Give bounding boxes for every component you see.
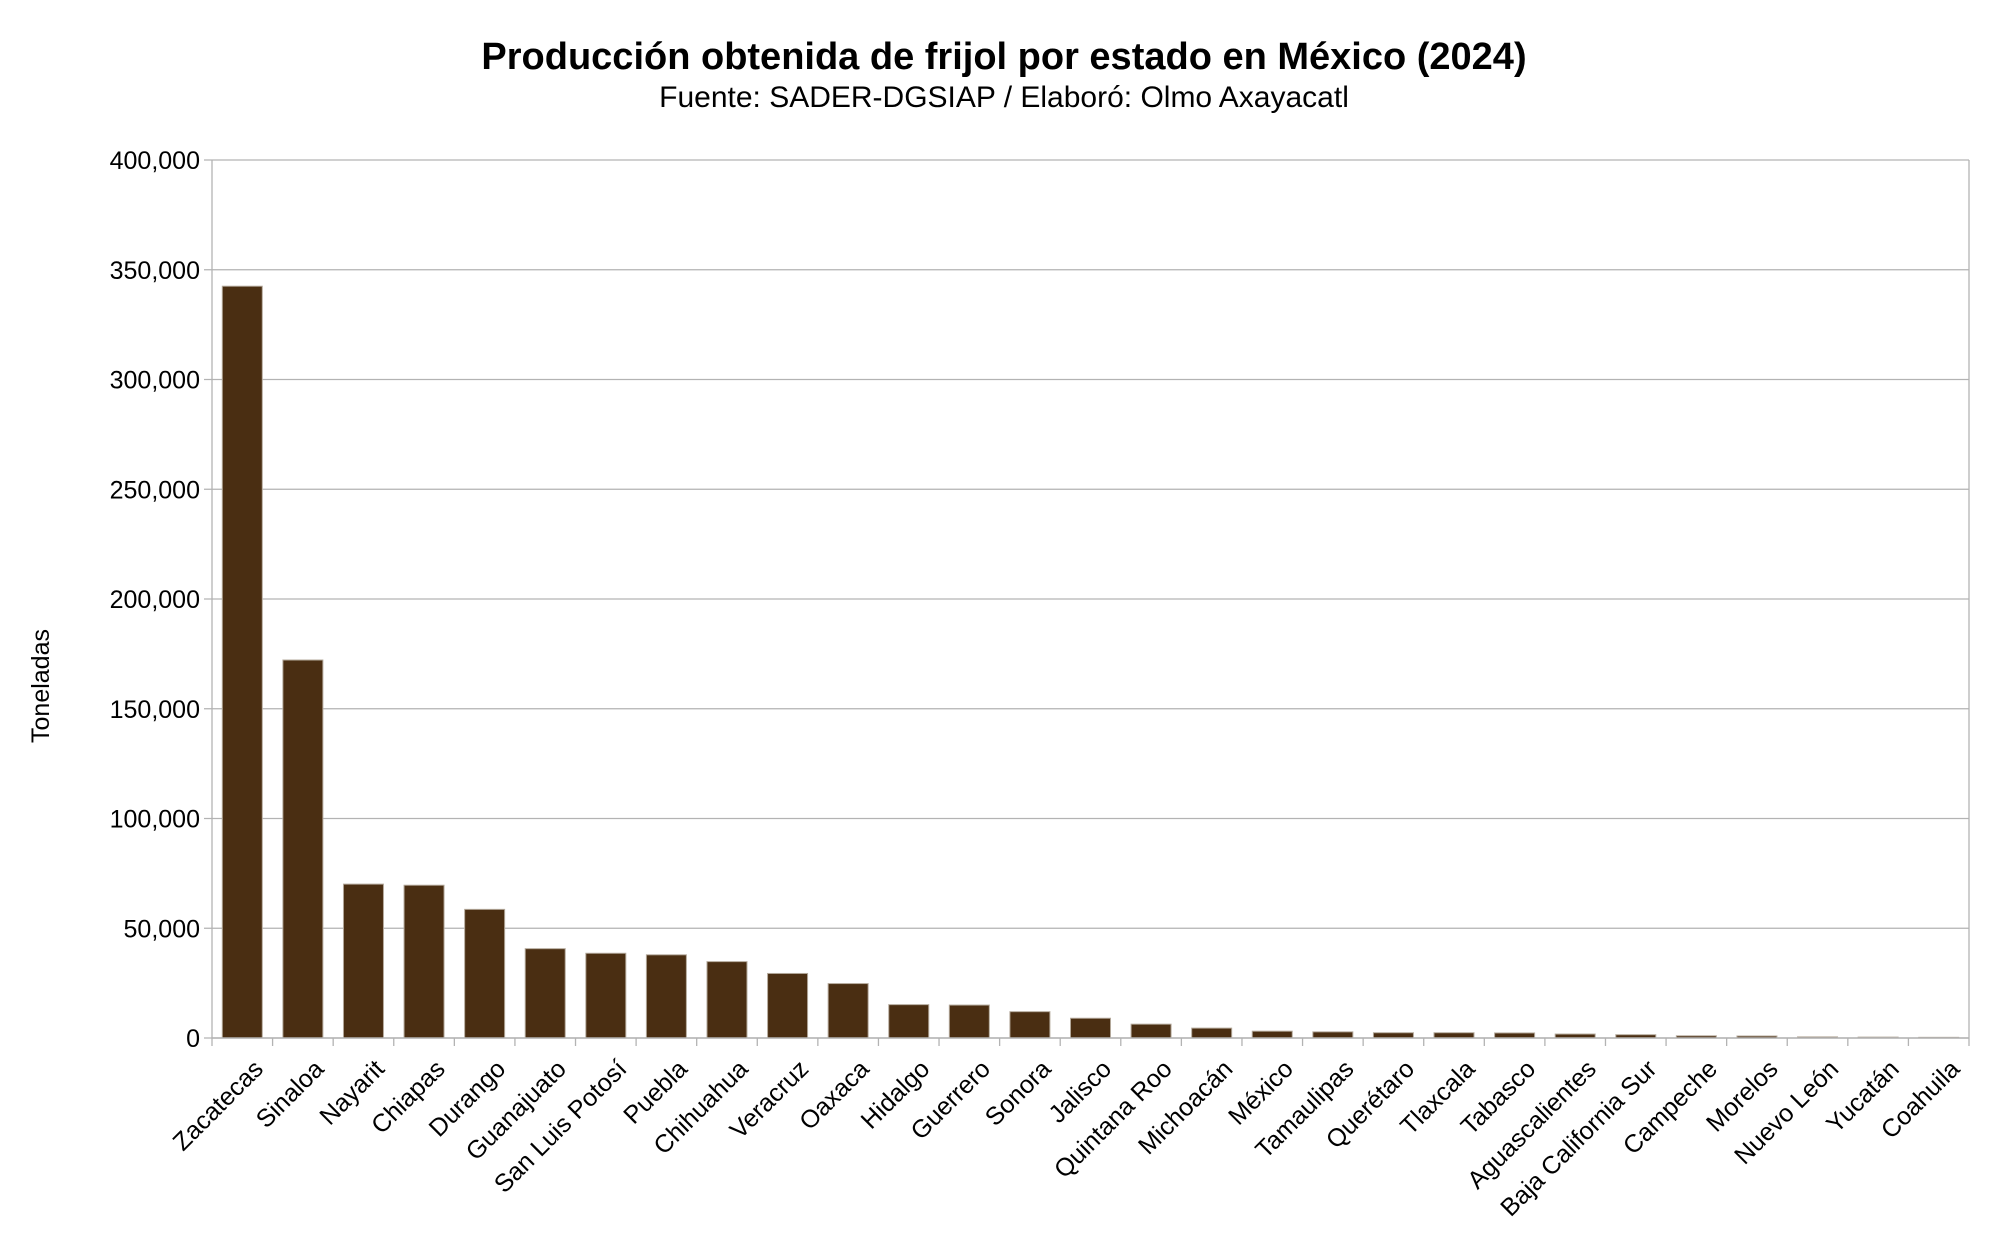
bar [1070,1017,1111,1039]
gridlines [204,159,1969,1039]
bar [645,954,687,1039]
bars [221,285,1960,1039]
bar [1130,1023,1172,1039]
y-tick-label: 250,000 [110,476,200,504]
bar [1312,1031,1354,1039]
x-tick-label: Zacatecas [168,1055,269,1156]
bar [1191,1027,1233,1039]
bar [706,961,748,1039]
y-tick-label: 50,000 [124,915,200,943]
y-tick-label: 200,000 [110,586,200,614]
y-tick-label: 150,000 [110,696,200,724]
y-tick-label: 300,000 [110,367,200,395]
bar [1372,1032,1414,1039]
y-tick-label: 350,000 [110,257,200,285]
bar [1433,1032,1475,1039]
y-tick-label: 400,000 [110,147,200,175]
bar [342,883,384,1039]
bar [827,983,869,1039]
bar [585,952,627,1039]
bar [948,1004,990,1039]
y-tick-label: 0 [186,1025,200,1053]
bar [767,972,809,1039]
y-axis-ticks: 0 50,000 100,000 150,000 200,000 250,000 300,0… [110,147,200,1053]
x-tick-label: Sinaloa [251,1055,330,1134]
bar [464,908,506,1039]
bar [1251,1030,1293,1039]
bar [282,659,324,1039]
bar [221,285,263,1039]
chart-title: Producción obtenida de frijol por estado… [481,36,1526,78]
x-axis-labels: ZacatecasSinaloaNayaritChiapasDurangoGua… [168,1055,1966,1222]
bar [403,884,445,1039]
bar [888,1004,930,1039]
y-axis-label: Toneladas [27,629,55,743]
chart-subtitle: Fuente: SADER-DGSIAP / Elaboró: Olmo Axa… [659,81,1349,114]
bar [524,948,566,1039]
axes [211,160,1970,1046]
y-tick-label: 100,000 [110,806,200,834]
x-tick-label: Sonora [980,1055,1057,1132]
bar [1494,1032,1536,1039]
bar [1009,1011,1051,1039]
